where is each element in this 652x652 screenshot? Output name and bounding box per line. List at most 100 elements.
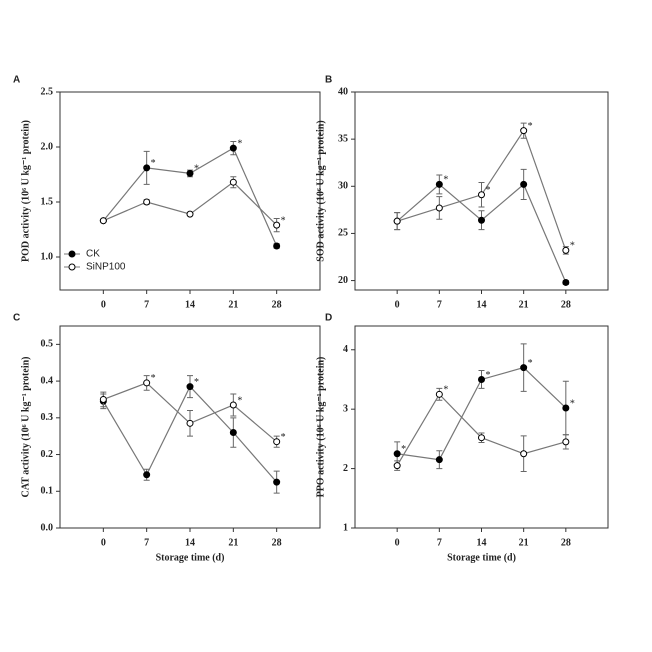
data-point bbox=[143, 471, 151, 479]
data-point bbox=[143, 164, 151, 172]
data-point bbox=[562, 246, 570, 254]
panel-label: B bbox=[325, 75, 332, 86]
x-tick-label: 28 bbox=[561, 537, 571, 548]
significance-mark: * bbox=[194, 164, 199, 175]
data-point bbox=[229, 144, 237, 152]
legend-marker bbox=[68, 250, 76, 258]
x-tick-label: 0 bbox=[395, 537, 400, 548]
y-tick-label: 30 bbox=[338, 181, 348, 192]
y-tick-label: 0.3 bbox=[41, 412, 54, 423]
data-point bbox=[520, 450, 528, 458]
x-tick-label: 14 bbox=[477, 537, 487, 548]
data-point bbox=[186, 419, 194, 427]
y-tick-label: 20 bbox=[338, 275, 348, 286]
y-tick-label: 0.0 bbox=[41, 522, 54, 533]
data-point bbox=[186, 383, 194, 391]
x-tick-label: 7 bbox=[437, 537, 442, 548]
x-tick-label: 28 bbox=[561, 299, 571, 310]
data-point bbox=[478, 375, 485, 383]
data-point bbox=[435, 204, 443, 212]
data-point bbox=[143, 198, 151, 206]
significance-mark: * bbox=[237, 138, 242, 149]
y-tick-label: 35 bbox=[338, 133, 348, 144]
significance-mark: * bbox=[151, 373, 156, 384]
significance-mark: * bbox=[281, 215, 286, 226]
data-point bbox=[520, 180, 528, 188]
data-point bbox=[99, 395, 107, 403]
x-tick-label: 21 bbox=[228, 537, 238, 548]
x-tick-label: 7 bbox=[437, 299, 442, 310]
y-tick-label: 0.4 bbox=[41, 375, 54, 386]
x-axis-label: Storage time (d) bbox=[156, 552, 225, 563]
x-tick-label: 21 bbox=[519, 537, 529, 548]
y-tick-label: 0.5 bbox=[41, 339, 54, 350]
data-point bbox=[186, 210, 194, 218]
panel-label: A bbox=[13, 75, 20, 86]
x-tick-label: 0 bbox=[101, 537, 106, 548]
y-tick-label: 40 bbox=[338, 86, 348, 97]
legend-marker bbox=[68, 263, 76, 271]
significance-mark: * bbox=[570, 398, 575, 409]
data-point bbox=[435, 390, 443, 398]
y-tick-label: 2.0 bbox=[41, 141, 54, 152]
x-tick-label: 0 bbox=[101, 299, 106, 310]
significance-mark: * bbox=[281, 432, 286, 443]
data-point bbox=[562, 404, 570, 412]
y-tick-label: 1.5 bbox=[41, 196, 54, 207]
significance-mark: * bbox=[528, 358, 533, 369]
panel-label: D bbox=[325, 313, 332, 324]
data-point bbox=[393, 462, 401, 470]
y-axis-label: POD activity (10⁶ U kg⁻¹ protein) bbox=[20, 120, 31, 262]
significance-mark: * bbox=[486, 185, 491, 196]
y-axis-label: SOD activity (10⁶ U kg⁻¹ protein) bbox=[315, 120, 326, 261]
data-point bbox=[229, 401, 237, 409]
y-axis-label: CAT activity (10⁶ U kg⁻¹ protein) bbox=[20, 357, 31, 498]
data-point bbox=[393, 217, 401, 225]
series-line bbox=[102, 147, 278, 247]
significance-mark: * bbox=[443, 175, 448, 186]
x-tick-label: 14 bbox=[185, 537, 195, 548]
x-tick-label: 28 bbox=[272, 299, 282, 310]
y-tick-label: 0.1 bbox=[41, 486, 54, 497]
plot-frame bbox=[354, 325, 609, 529]
data-point bbox=[478, 216, 485, 224]
significance-mark: * bbox=[570, 241, 575, 252]
data-point bbox=[435, 180, 443, 188]
data-point bbox=[99, 217, 107, 225]
data-point bbox=[229, 429, 237, 437]
y-tick-label: 1.0 bbox=[41, 251, 54, 262]
significance-mark: * bbox=[443, 385, 448, 396]
significance-mark: * bbox=[401, 444, 406, 455]
data-point bbox=[273, 478, 281, 486]
y-tick-label: 2 bbox=[343, 463, 348, 474]
significance-mark: * bbox=[486, 370, 491, 381]
x-tick-label: 21 bbox=[519, 299, 529, 310]
data-point bbox=[478, 434, 485, 442]
data-point bbox=[435, 456, 443, 464]
data-point bbox=[273, 438, 281, 446]
significance-mark: * bbox=[151, 158, 156, 169]
data-point bbox=[478, 191, 485, 199]
y-tick-label: 4 bbox=[343, 344, 348, 355]
data-point bbox=[273, 242, 281, 250]
data-point bbox=[562, 278, 570, 286]
x-axis-label: Storage time (d) bbox=[447, 552, 516, 563]
data-point bbox=[520, 364, 528, 372]
legend-label: SiNP100 bbox=[86, 262, 126, 273]
y-tick-label: 25 bbox=[338, 228, 348, 239]
x-tick-label: 21 bbox=[228, 299, 238, 310]
x-tick-label: 0 bbox=[395, 299, 400, 310]
y-axis-label: PPO activity (10⁶ U kg⁻¹ protein) bbox=[315, 357, 326, 498]
data-point bbox=[143, 379, 151, 387]
significance-mark: * bbox=[237, 395, 242, 406]
y-tick-label: 0.2 bbox=[41, 449, 54, 460]
plot-frame bbox=[59, 91, 321, 291]
x-tick-label: 28 bbox=[272, 537, 282, 548]
significance-mark: * bbox=[194, 377, 199, 388]
data-point bbox=[393, 450, 401, 458]
y-tick-label: 3 bbox=[343, 403, 348, 414]
data-point bbox=[229, 178, 237, 186]
panel-label: C bbox=[13, 313, 20, 324]
x-tick-label: 7 bbox=[144, 299, 149, 310]
